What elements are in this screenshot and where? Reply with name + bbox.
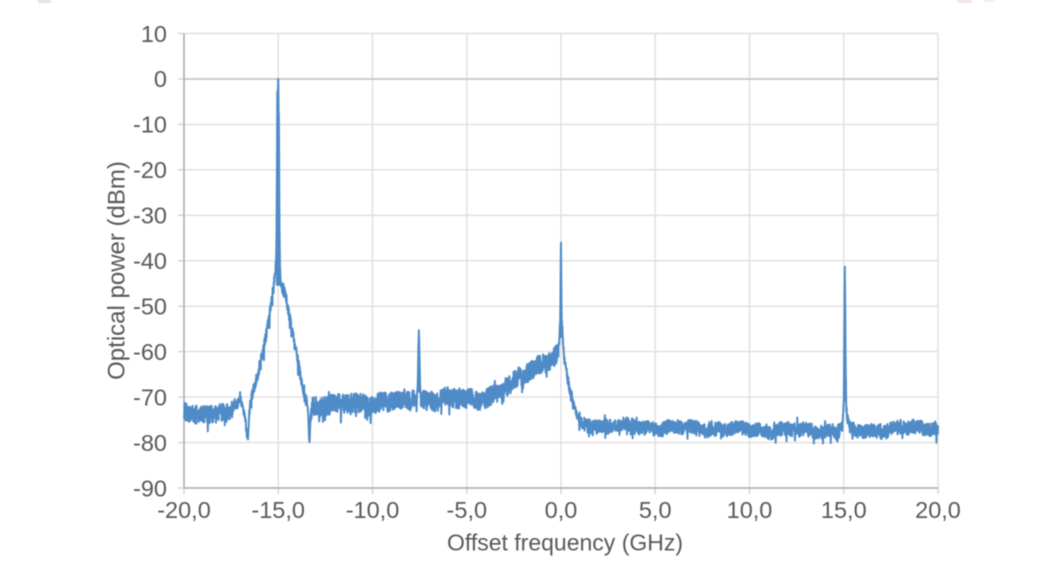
svg-text:-90: -90 [133, 475, 167, 501]
svg-text:-60: -60 [133, 339, 167, 365]
svg-text:0: 0 [154, 66, 167, 92]
svg-text:-20,0: -20,0 [157, 497, 211, 523]
svg-text:10,0: 10,0 [727, 497, 773, 523]
svg-text:-10: -10 [133, 112, 167, 138]
svg-text:15,0: 15,0 [821, 497, 867, 523]
svg-text:-20: -20 [133, 157, 167, 183]
svg-text:-50: -50 [133, 294, 167, 320]
svg-text:-10,0: -10,0 [346, 497, 400, 523]
svg-text:5,0: 5,0 [639, 497, 672, 523]
svg-text:-70: -70 [133, 384, 167, 410]
svg-text:0,0: 0,0 [545, 497, 578, 523]
svg-text:20,0: 20,0 [915, 497, 961, 523]
svg-text:Optical power (dBm): Optical power (dBm) [104, 161, 131, 380]
svg-text:-5,0: -5,0 [447, 497, 488, 523]
svg-text:-80: -80 [133, 430, 167, 456]
svg-text:10: 10 [141, 21, 167, 47]
svg-text:-15,0: -15,0 [251, 497, 305, 523]
svg-text:-40: -40 [133, 248, 167, 274]
svg-text:Offset frequency (GHz): Offset frequency (GHz) [447, 530, 683, 556]
svg-text:-30: -30 [133, 203, 167, 229]
